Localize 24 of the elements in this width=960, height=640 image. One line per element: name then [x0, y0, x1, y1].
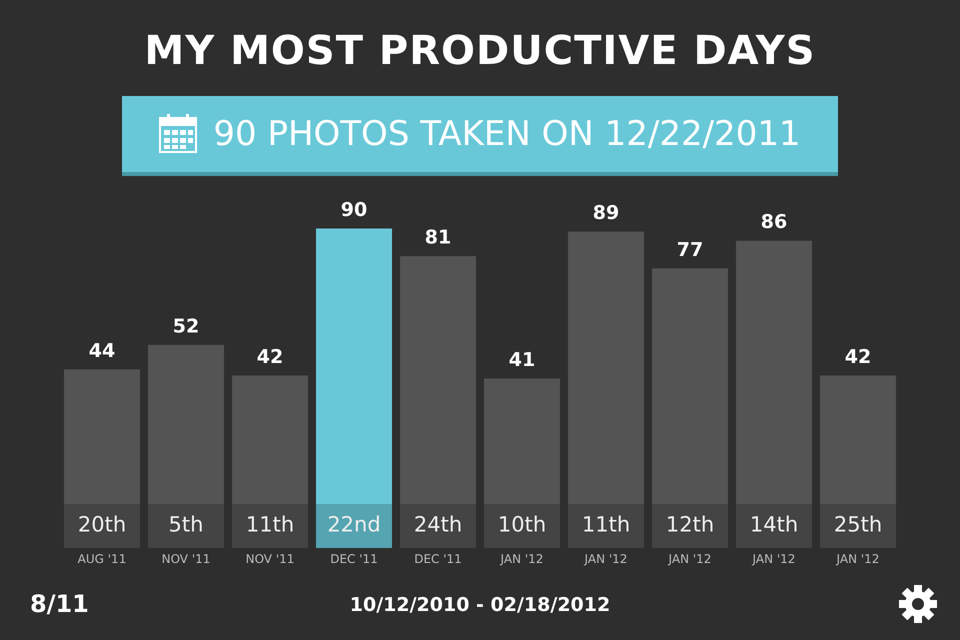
data-label: 44 [88, 340, 116, 362]
x-tick-label: 5th NOV '11 [162, 512, 210, 566]
chart-title: MY MOST PRODUCTIVE DAYS [143, 28, 817, 74]
x-tick-label: 12th JAN '12 [666, 512, 714, 566]
data-label: 41 [508, 348, 536, 371]
data-label: 81 [424, 226, 452, 249]
data-label: 77 [676, 238, 704, 261]
text: 10/12/2010 - 02/18/2012 [350, 594, 610, 616]
x-tick-label: 10th JAN '12 [498, 512, 546, 566]
x-tick-label: 11th NOV '11 [246, 512, 294, 566]
x-tick-label: 24th DEC '11 [414, 512, 462, 566]
data-label: 89 [592, 202, 620, 224]
data-label: 52 [172, 315, 200, 338]
x-tick-label: 22nd DEC '11 [327, 512, 381, 566]
x-tick-label: 20th AUG '11 [78, 512, 126, 566]
data-label: 86 [760, 211, 788, 234]
x-tick-label: 25th JAN '12 [834, 512, 882, 566]
text: 8/11 [30, 590, 89, 618]
data-label: 90 [340, 198, 368, 221]
chart-subtitle: 90 PHOTOS TAKEN ON 12/22/2011 [213, 114, 801, 154]
x-tick-label: 14th JAN '12 [750, 512, 798, 566]
data-label: 42 [844, 346, 872, 368]
x-tick-label: 11th JAN '12 [582, 512, 630, 566]
data-label: 42 [256, 346, 284, 368]
